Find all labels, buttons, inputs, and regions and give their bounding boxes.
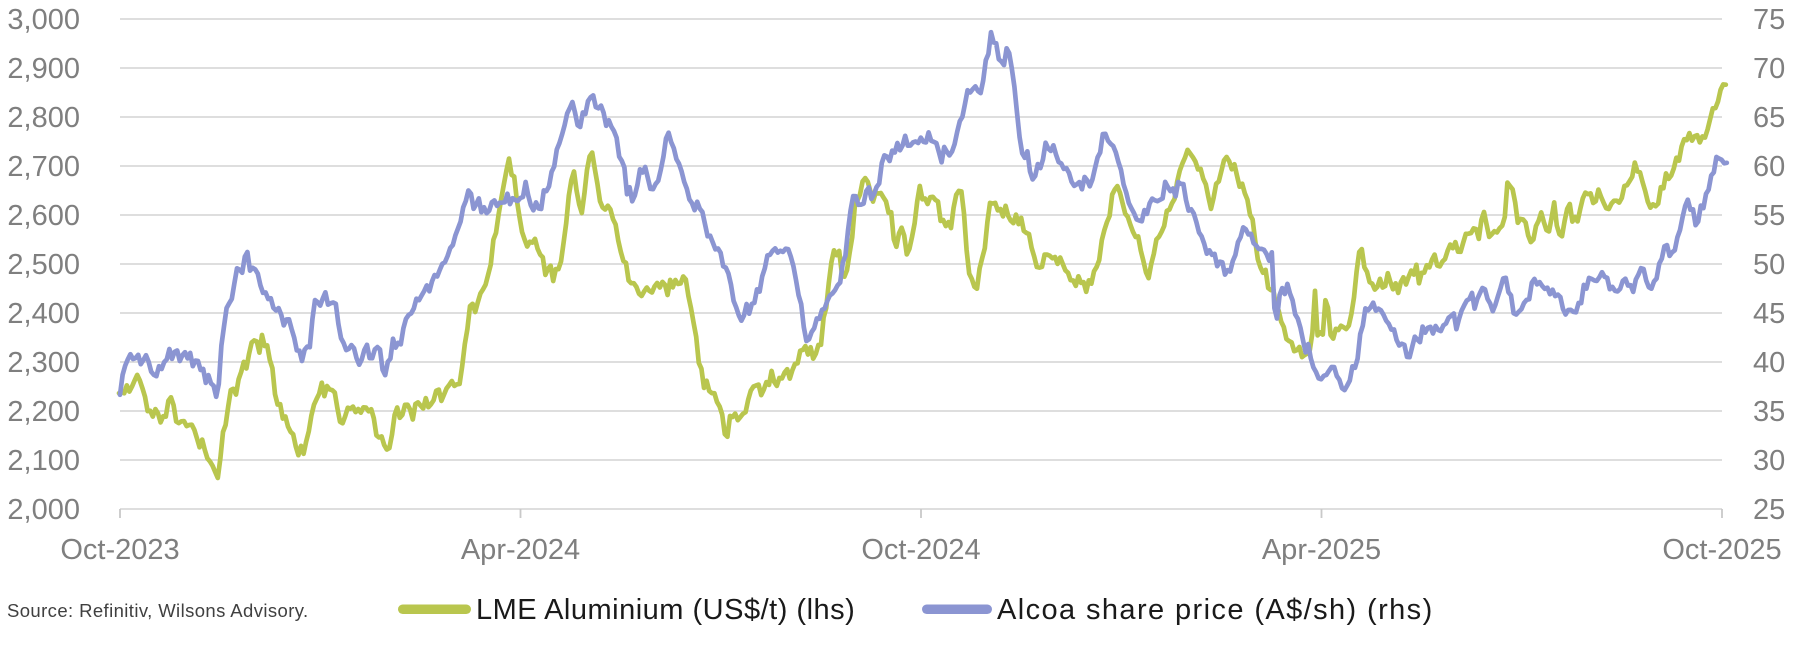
svg-text:25: 25 — [1753, 494, 1785, 526]
svg-text:2,700: 2,700 — [7, 151, 80, 183]
svg-text:30: 30 — [1753, 445, 1785, 477]
svg-text:50: 50 — [1753, 249, 1785, 281]
svg-text:2,400: 2,400 — [7, 298, 80, 330]
svg-text:Apr-2025: Apr-2025 — [1262, 534, 1381, 566]
svg-text:60: 60 — [1753, 151, 1785, 183]
svg-text:35: 35 — [1753, 396, 1785, 428]
svg-text:45: 45 — [1753, 298, 1785, 330]
svg-text:Source: Refinitiv, Wilsons Adv: Source: Refinitiv, Wilsons Advisory. — [7, 600, 309, 621]
svg-text:2,600: 2,600 — [7, 200, 80, 232]
svg-text:2,900: 2,900 — [7, 53, 80, 85]
svg-text:2,200: 2,200 — [7, 396, 80, 428]
svg-text:40: 40 — [1753, 347, 1785, 379]
svg-text:65: 65 — [1753, 102, 1785, 134]
svg-text:Oct-2023: Oct-2023 — [60, 534, 179, 566]
svg-text:2,500: 2,500 — [7, 249, 80, 281]
svg-text:Oct-2024: Oct-2024 — [861, 534, 980, 566]
svg-text:2,300: 2,300 — [7, 347, 80, 379]
svg-text:3,000: 3,000 — [7, 4, 80, 36]
svg-text:70: 70 — [1753, 53, 1785, 85]
svg-text:2,800: 2,800 — [7, 102, 80, 134]
svg-text:2,000: 2,000 — [7, 494, 80, 526]
svg-text:Alcoa share price (A$/sh) (rhs: Alcoa share price (A$/sh) (rhs) — [997, 594, 1434, 626]
svg-text:LME Aluminium (US$/t) (lhs): LME Aluminium (US$/t) (lhs) — [476, 594, 855, 626]
svg-text:2,100: 2,100 — [7, 445, 80, 477]
svg-text:55: 55 — [1753, 200, 1785, 232]
svg-text:Apr-2024: Apr-2024 — [461, 534, 580, 566]
svg-text:Oct-2025: Oct-2025 — [1662, 534, 1781, 566]
svg-text:75: 75 — [1753, 4, 1785, 36]
